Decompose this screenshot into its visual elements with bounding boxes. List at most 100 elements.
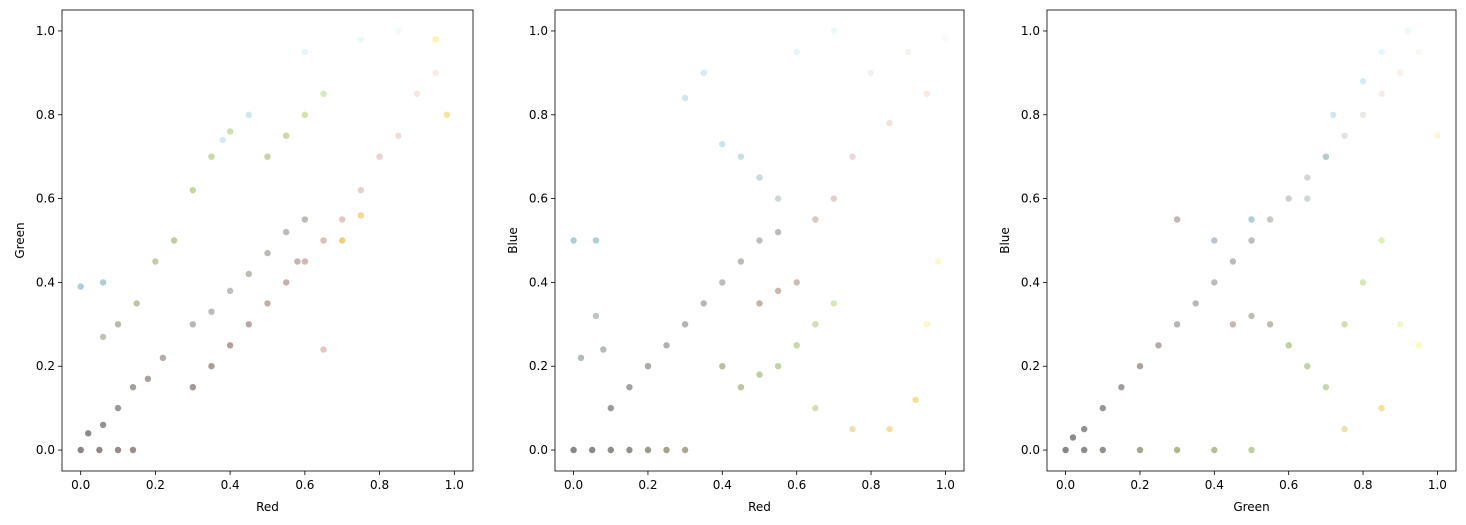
scatter-point: [600, 346, 607, 353]
y-tick-label: 0.2: [1021, 359, 1040, 373]
scatter-point: [886, 425, 893, 433]
x-axis-label: Red: [256, 500, 279, 514]
scatter-point: [570, 446, 577, 454]
scatter-point: [681, 321, 689, 328]
scatter-point: [1266, 216, 1274, 223]
scatter-point: [934, 258, 942, 265]
scatter-point: [737, 384, 745, 391]
scatter-point: [1404, 27, 1411, 35]
x-tick-label: 0.4: [221, 478, 240, 492]
scatter-point: [923, 90, 930, 98]
scatter-point: [1248, 237, 1255, 244]
scatter-point: [301, 258, 309, 265]
scatter-point: [681, 94, 689, 102]
scatter-point: [219, 136, 226, 144]
scatter-point: [700, 69, 707, 77]
scatter-point: [99, 279, 107, 286]
x-tick-label: 0.0: [1056, 478, 1075, 492]
scatter-point: [96, 446, 103, 454]
scatter-point: [663, 446, 670, 454]
scatter-point: [774, 363, 782, 370]
y-tick-label: 0.4: [529, 275, 548, 289]
scatter-point: [283, 132, 290, 139]
y-tick-label: 0.8: [529, 108, 548, 122]
scatter-point: [607, 446, 614, 454]
scatter-point: [1341, 132, 1348, 139]
scatter-point: [1081, 446, 1088, 454]
scatter-point: [85, 430, 92, 437]
scatter-point: [226, 128, 234, 135]
scatter-point: [320, 346, 327, 353]
scatter-point: [942, 36, 949, 43]
scatter-point: [644, 446, 652, 454]
y-tick-label: 0.0: [529, 443, 548, 457]
scatter-point: [208, 153, 215, 160]
scatter-point: [812, 321, 819, 328]
scatter-point: [756, 371, 763, 378]
scatter-point: [774, 228, 782, 236]
scatter-point: [1434, 132, 1441, 139]
scatter-point: [245, 270, 252, 278]
y-tick-label: 0.2: [529, 359, 548, 373]
scatter-point: [77, 283, 84, 290]
x-tick-label: 0.2: [638, 478, 657, 492]
scatter-point: [774, 195, 782, 202]
scatter-point: [395, 132, 402, 139]
scatter-point: [867, 69, 875, 77]
scatter-point: [830, 195, 838, 202]
scatter-point: [1248, 446, 1255, 454]
scatter-point: [1304, 174, 1311, 181]
scatter-point: [607, 404, 614, 412]
scatter-point: [264, 153, 271, 160]
scatter-point: [99, 333, 107, 341]
scatter-point: [1359, 111, 1367, 119]
scatter-point: [1173, 216, 1181, 223]
scatter-point: [264, 249, 271, 257]
scatter-point: [1359, 78, 1367, 85]
scatter-point: [1192, 300, 1199, 307]
x-tick-label: 1.0: [445, 478, 464, 492]
scatter-point: [1304, 195, 1311, 202]
x-tick-label: 1.0: [936, 478, 955, 492]
x-axis-label: Red: [748, 500, 771, 514]
scatter-point: [812, 404, 819, 412]
points: [77, 27, 450, 454]
y-tick-label: 0.4: [36, 275, 55, 289]
scatter-point: [592, 237, 600, 244]
scatter-point: [737, 153, 745, 160]
scatter-point: [264, 300, 271, 307]
scatter-point: [189, 321, 196, 328]
scatter-point: [376, 153, 383, 160]
scatter-green-vs-blue: 0.0 0.2 0.4 0.6 0.8 1.0 0.0 0.2 0.4 0.6 0.8 1.0 Gree…: [998, 9, 1457, 514]
scatter-point: [1229, 321, 1237, 328]
scatter-point: [357, 187, 365, 194]
scatter-point: [320, 237, 327, 244]
scatter-point: [1285, 195, 1292, 202]
scatter-point: [1285, 342, 1292, 349]
scatter-point: [1341, 425, 1348, 433]
x-tick-label: 0.6: [295, 478, 314, 492]
x-tick-label: 1.0: [1428, 478, 1447, 492]
scatter-point: [114, 404, 122, 412]
scatter-point: [1397, 321, 1404, 328]
scatter-point: [849, 425, 856, 433]
scatter-point: [793, 48, 800, 56]
axes-frame: [554, 9, 965, 472]
scatter-point: [144, 375, 152, 382]
y-tick-label: 1.0: [36, 24, 55, 38]
scatter-point: [129, 384, 137, 391]
scatter-red-vs-blue: 0.0 0.2 0.4 0.6 0.8 1.0 0.0 0.2 0.4 0.6 0.8 1.0 Red B…: [506, 9, 965, 514]
scatter-point: [626, 446, 633, 454]
scatter-point: [1248, 312, 1255, 320]
scatter-point: [432, 36, 439, 43]
y-tick-label: 0.0: [36, 443, 55, 457]
x-tick-label: 0.2: [146, 478, 165, 492]
scatter-point: [830, 27, 838, 35]
scatter-point: [1229, 258, 1237, 265]
y-axis-label: Blue: [998, 227, 1012, 254]
scatter-point: [114, 446, 122, 454]
scatter-point: [208, 308, 215, 315]
scatter-point: [1415, 342, 1423, 349]
scatter-point: [626, 384, 633, 391]
